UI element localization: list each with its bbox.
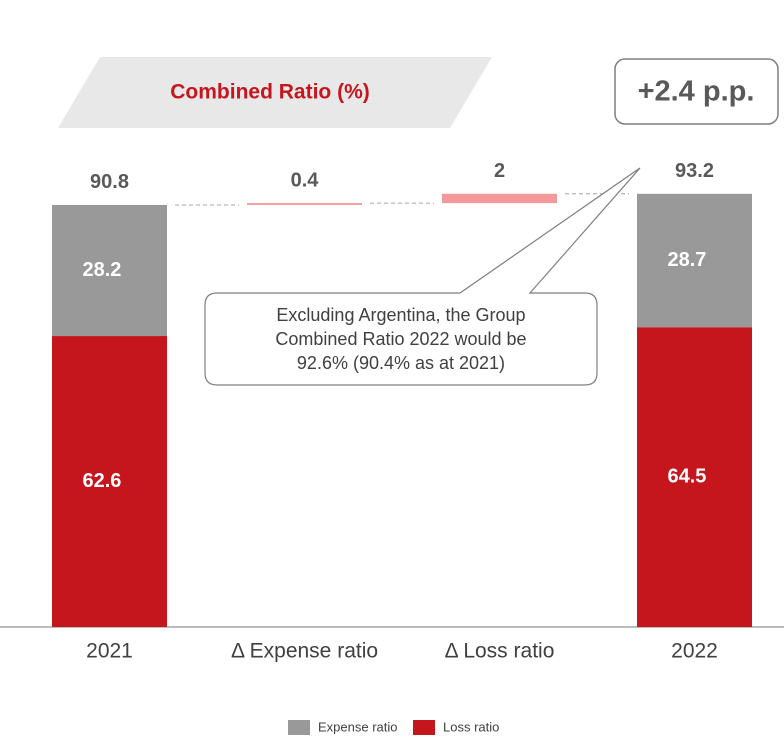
bar-segment bbox=[52, 336, 167, 627]
marks: 2021 62.6 28.2 90.8 Δ Expense ratio 0.4 Δ Loss… bbox=[52, 160, 752, 663]
delta-bar bbox=[247, 203, 362, 205]
title-banner bbox=[58, 57, 492, 128]
delta-label: 0.4 bbox=[291, 169, 320, 191]
x-tick-label: 2022 bbox=[671, 640, 718, 663]
x-tick-label: Δ Expense ratio bbox=[231, 640, 378, 663]
bar-segment bbox=[52, 204, 167, 337]
total-label: 93.2 bbox=[675, 160, 714, 182]
value-label: 28.7 bbox=[668, 249, 707, 271]
badge: +2.4 p.p. bbox=[638, 76, 755, 108]
annotation-line: 92.6% (90.4% as at 2021) bbox=[297, 353, 505, 373]
badge-box bbox=[614, 58, 779, 125]
bar-segment bbox=[637, 193, 752, 328]
annotation-line: Excluding Argentina, the Group bbox=[276, 305, 525, 325]
annotation-line: Combined Ratio 2022 would be bbox=[275, 329, 526, 349]
delta-label: 2 bbox=[494, 160, 505, 182]
legend-label: Expense ratio bbox=[318, 719, 398, 734]
delta-bar bbox=[442, 193, 557, 204]
chart-title: Combined Ratio (%) bbox=[170, 81, 370, 104]
value-label: 62.6 bbox=[83, 470, 122, 492]
legend-swatch bbox=[288, 720, 310, 735]
annotation: Excluding Argentina, the Group Combined R… bbox=[275, 305, 526, 373]
value-label: 28.2 bbox=[83, 259, 122, 281]
x-tick-label: Δ Loss ratio bbox=[445, 640, 555, 663]
total-label: 90.8 bbox=[90, 171, 129, 193]
legend-label: Loss ratio bbox=[443, 719, 499, 734]
x-tick-label: 2021 bbox=[86, 640, 133, 663]
value-label: 64.5 bbox=[668, 465, 707, 487]
legend-swatch bbox=[413, 720, 435, 735]
bar-segment bbox=[637, 327, 752, 627]
callout bbox=[204, 167, 641, 386]
